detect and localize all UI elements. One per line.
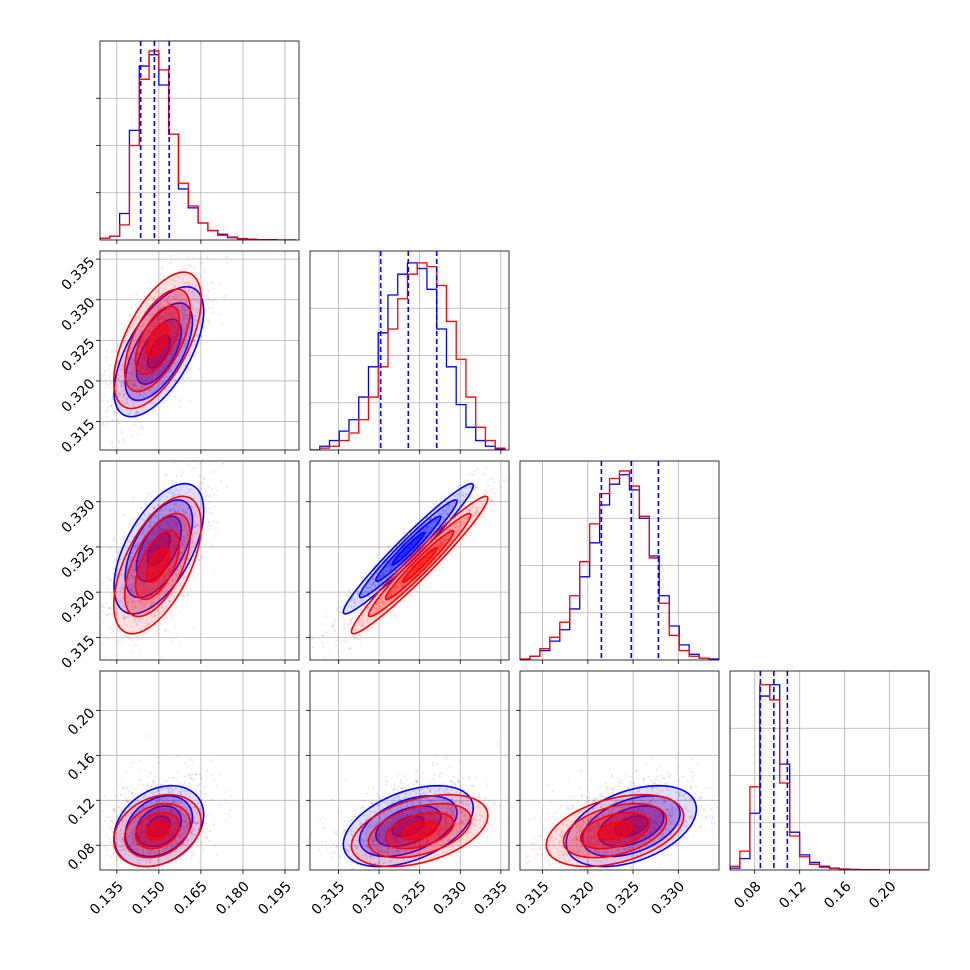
x-tick-label: 0.165 [171,879,211,919]
panel-frame [99,40,300,241]
y-tick-label: 0.335 [59,254,99,294]
y-tick-label: 0.20 [65,705,98,738]
histogram-blue [310,262,506,450]
y-tick-label: 0.08 [65,840,98,873]
contour-blue [391,531,426,566]
y-tick-label: 0.320 [59,587,99,627]
x-tick-label: 0.320 [349,879,389,919]
grid-lines [100,461,299,660]
x-tick-label: 0.16 [821,879,854,912]
x-tick-label: 0.150 [129,879,169,919]
grid-lines [520,461,719,660]
x-tick-label: 0.330 [649,879,689,919]
x-tick-label: 0.180 [213,879,253,919]
panel-frame [99,670,300,871]
x-tick-label: 0.195 [255,879,295,919]
grid-lines [310,251,509,450]
y-tick-label: 0.330 [59,497,99,537]
histogram-red [730,684,929,870]
contour-red [401,820,438,841]
histogram-red [100,50,297,240]
joint-panel [100,461,228,660]
contour-red [145,322,170,359]
x-tick-label: 0.12 [776,879,809,912]
y-tick-label: 0.325 [59,335,99,375]
histogram-blue [520,474,719,660]
panel-frame [99,460,300,661]
joint-panel [310,467,509,660]
grid-lines [520,671,719,870]
x-tick-label: 0.325 [603,879,643,919]
panel-frame [519,460,720,661]
joint-panel [522,752,718,870]
x-tick-label: 0.08 [731,879,764,912]
joint-panel [100,254,229,449]
x-tick-label: 0.320 [558,879,598,919]
histogram-red [520,470,719,660]
panel-frame [309,670,510,871]
panel-frame [729,670,930,871]
x-tick-label: 0.20 [866,879,899,912]
contour-red [145,820,170,841]
y-tick-label: 0.325 [59,542,99,582]
joint-panel [310,742,509,870]
x-tick-label: 0.135 [87,879,127,919]
y-tick-label: 0.320 [59,376,99,416]
panel-frame [309,250,510,451]
y-tick-label: 0.330 [59,295,99,335]
y-tick-label: 0.315 [59,417,99,457]
joint-panel [100,734,232,870]
y-tick-label: 0.315 [59,632,99,672]
x-tick-label: 0.335 [471,879,511,919]
contour-red [401,547,438,584]
x-tick-label: 0.315 [309,879,349,919]
x-tick-label: 0.325 [390,879,430,919]
x-tick-label: 0.315 [513,879,553,919]
contour-red [596,820,633,841]
contour-red [145,547,170,584]
histogram-red [310,262,506,450]
y-tick-label: 0.16 [65,750,98,783]
panel-frame [309,460,510,661]
panel-frame [519,670,720,871]
x-tick-label: 0.330 [431,879,471,919]
y-tick-label: 0.12 [65,795,98,828]
panel-frame [99,250,300,451]
